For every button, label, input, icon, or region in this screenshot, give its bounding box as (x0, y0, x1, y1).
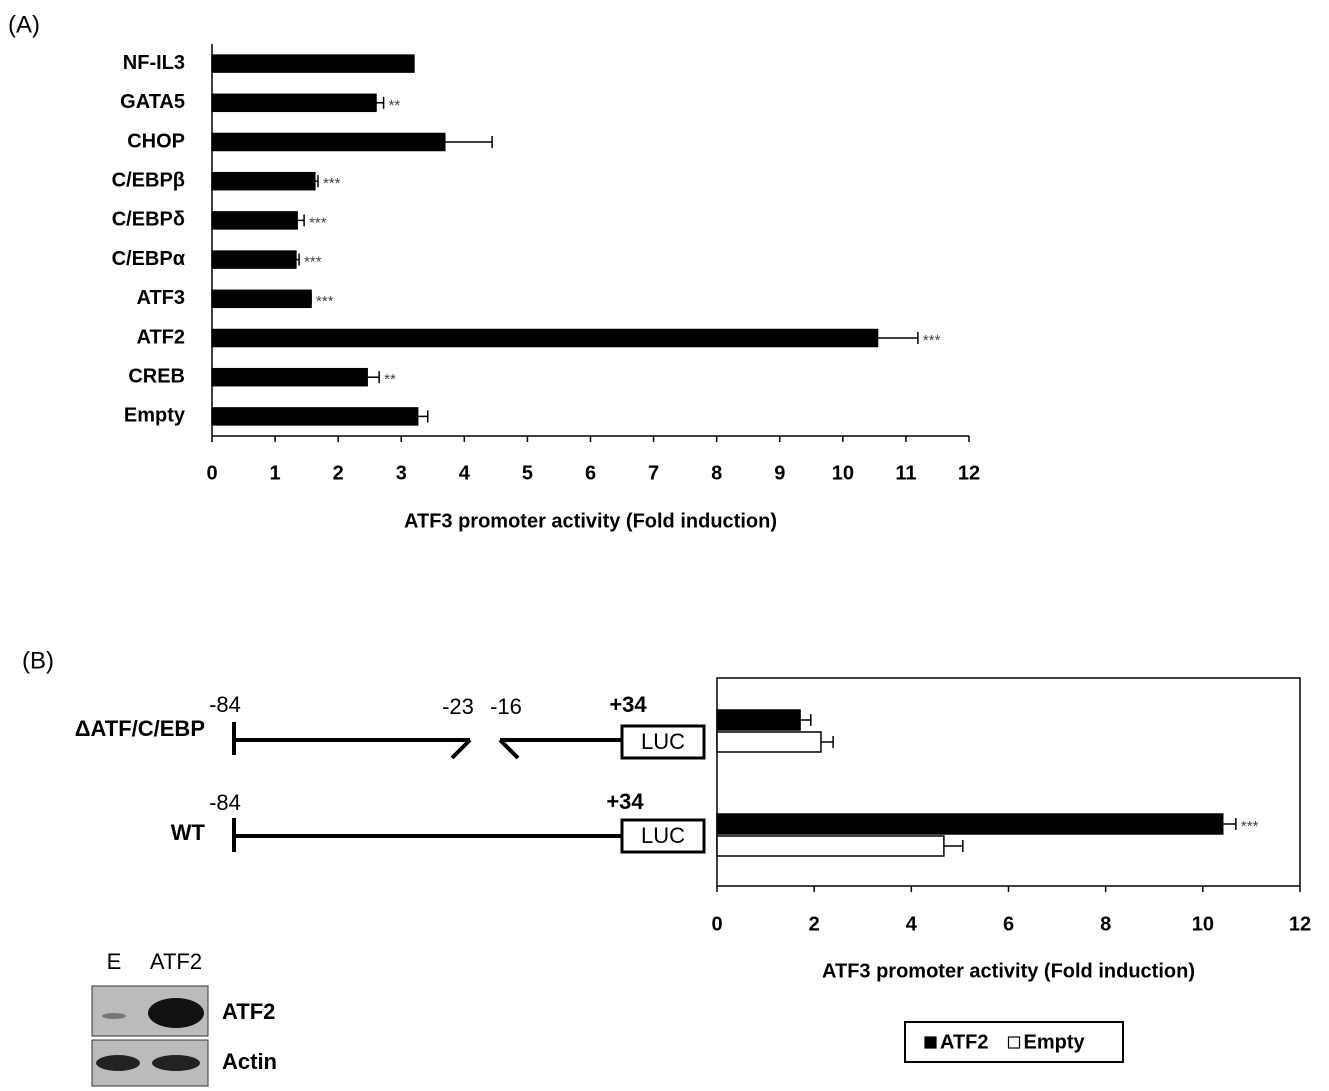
category-label: ΔATF/C/EBP (75, 716, 205, 741)
significance: ** (389, 97, 401, 114)
bar (212, 290, 311, 307)
x-tick-label: 1 (270, 462, 281, 484)
bar (212, 408, 418, 425)
position-label: -84 (209, 790, 241, 815)
position-label: +34 (606, 789, 644, 814)
legend-label: Empty (1024, 1031, 1086, 1053)
significance: *** (1241, 818, 1259, 835)
reporter-label: LUC (641, 729, 685, 754)
position-label: -23 (442, 694, 474, 719)
category-label: ATF3 (136, 287, 185, 309)
bar (212, 251, 296, 268)
legend-swatch (1009, 1037, 1020, 1048)
bar (212, 173, 315, 190)
significance: *** (316, 293, 334, 310)
position-label: -16 (490, 694, 522, 719)
bar (717, 814, 1223, 834)
panel-label: (A) (8, 11, 40, 38)
bar (212, 55, 414, 72)
x-tick-label: 3 (396, 462, 407, 484)
category-label: CREB (128, 365, 185, 387)
x-tick-label: 6 (1003, 913, 1014, 935)
blot-row-label: ATF2 (222, 999, 275, 1024)
significance: *** (309, 214, 327, 231)
reporter-label: LUC (641, 823, 685, 848)
x-tick-label: 12 (958, 462, 980, 484)
bar (717, 710, 800, 730)
bar (717, 732, 821, 752)
bar (212, 330, 878, 347)
bar (212, 212, 297, 229)
x-tick-label: 7 (648, 462, 659, 484)
x-tick-label: 0 (711, 913, 722, 935)
x-tick-label: 8 (711, 462, 722, 484)
x-tick-label: 12 (1289, 913, 1311, 935)
x-tick-label: 8 (1100, 913, 1111, 935)
significance: *** (323, 175, 341, 192)
lane-label: E (107, 949, 122, 974)
position-label: +34 (609, 692, 647, 717)
x-tick-label: 11 (895, 462, 916, 484)
category-label: C/EBPα (112, 248, 186, 270)
category-label: NF-IL3 (123, 52, 185, 74)
construct-diagram (234, 722, 704, 852)
x-tick-label: 10 (832, 462, 854, 484)
x-tick-label: 0 (206, 462, 217, 484)
category-label: C/EBPβ (112, 169, 185, 191)
bar (717, 836, 944, 856)
x-tick-label: 2 (333, 462, 344, 484)
x-axis-label: ATF3 promoter activity (Fold induction) (404, 510, 777, 532)
x-tick-label: 4 (459, 462, 471, 484)
position-label: -84 (209, 692, 241, 717)
figure: (A) (B) -84 -23 -16 +34 -84 +34 LUC LUC … (0, 0, 1329, 1091)
legend-swatch (925, 1037, 936, 1048)
x-tick-label: 5 (522, 462, 533, 484)
blot (92, 986, 208, 1086)
x-tick-label: 4 (906, 913, 918, 935)
significance: ** (384, 371, 396, 388)
legend-label: ATF2 (940, 1031, 989, 1053)
panel-label: (B) (22, 647, 54, 674)
category-label: GATA5 (120, 91, 185, 113)
x-tick-label: 2 (809, 913, 820, 935)
bar (212, 134, 445, 151)
x-tick-label: 9 (774, 462, 785, 484)
bar (212, 94, 376, 111)
x-axis-label: ATF3 promoter activity (Fold induction) (822, 960, 1195, 982)
x-tick-label: 10 (1192, 913, 1214, 935)
significance: *** (304, 254, 322, 271)
category-label: ATF2 (136, 326, 185, 348)
lane-label: ATF2 (150, 949, 202, 974)
bar (212, 369, 367, 386)
category-label: C/EBPδ (112, 209, 185, 231)
category-label: Empty (124, 405, 186, 427)
significance: *** (923, 332, 941, 349)
category-label: WT (171, 820, 206, 845)
blot-row-label: Actin (222, 1049, 277, 1074)
category-label: CHOP (127, 130, 185, 152)
x-tick-label: 6 (585, 462, 596, 484)
